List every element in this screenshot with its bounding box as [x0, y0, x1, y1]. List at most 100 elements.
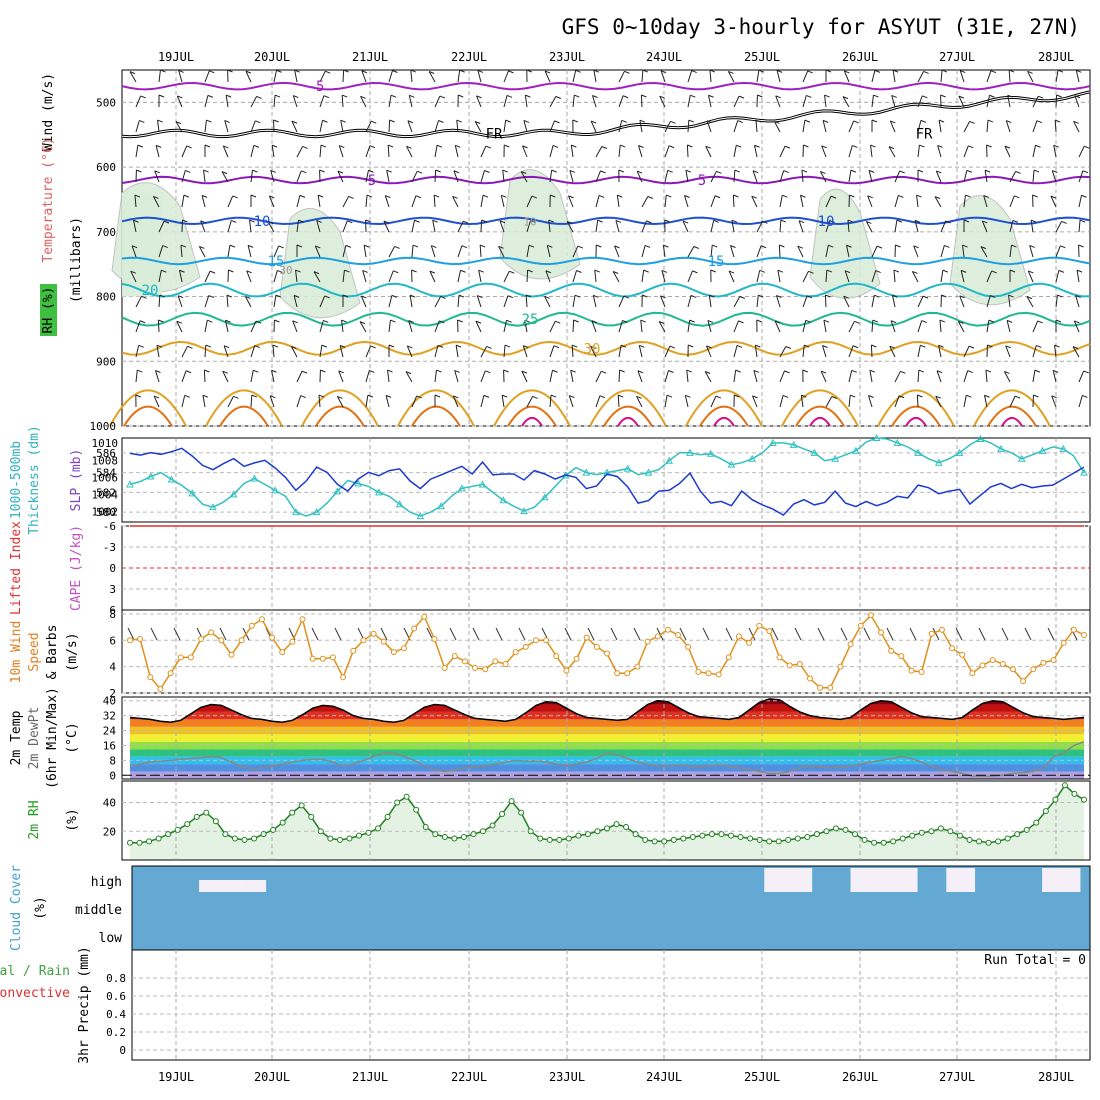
wind-barb-flag	[140, 95, 146, 99]
wind-barb-flag	[160, 69, 166, 73]
wind-barb	[524, 95, 528, 108]
wind-barb-flag	[323, 320, 329, 323]
wind-barb-flag	[647, 196, 654, 199]
wind-barb	[865, 221, 873, 233]
surface-wind-barb	[909, 627, 917, 641]
rh-point	[766, 838, 773, 845]
tick-label: 0.6	[106, 990, 126, 1003]
wind-barb	[779, 370, 785, 383]
wind-barb-flag	[755, 344, 761, 348]
wind-barb-flag	[636, 170, 643, 174]
wind-barb-flag	[734, 394, 740, 398]
wind-barb-flag	[874, 294, 880, 298]
wind-barb-flag	[347, 220, 353, 224]
tick-label: 586	[96, 447, 116, 460]
rh-point	[613, 821, 620, 828]
wind-speed-point	[938, 626, 945, 633]
wind-barb-flag	[620, 144, 626, 148]
tick-label: 582	[96, 486, 116, 499]
wind-barb	[296, 395, 302, 408]
date-label-bottom: 20JUL	[254, 1070, 290, 1084]
wind-barb-flag	[688, 344, 694, 348]
wind-speed-point	[654, 633, 661, 640]
wind-barb	[411, 395, 418, 408]
wind-barb-flag	[780, 219, 787, 223]
wind-barb-flag	[459, 69, 465, 73]
lifted-index-axis-label: Lifted Index	[9, 521, 24, 615]
wind-barb	[549, 370, 553, 383]
wind-barb	[660, 70, 666, 83]
thickness-point	[520, 507, 528, 515]
wind-barb-flag	[186, 145, 192, 149]
wind-barb	[733, 169, 736, 183]
surface-wind-barb	[1001, 627, 1009, 641]
wind-barb	[406, 146, 413, 158]
wind-barb	[341, 94, 344, 108]
rh-point	[623, 823, 630, 830]
wind-barb-flag	[225, 319, 231, 323]
wind-barb-flag	[135, 394, 141, 398]
wind-barb-flag	[482, 194, 489, 198]
wind-barb-flag	[593, 294, 599, 298]
wind-barb	[710, 171, 717, 183]
wind-barb-flag	[601, 370, 607, 374]
slp-line	[129, 447, 1085, 517]
wind-speed-point	[441, 664, 448, 671]
wind-barb-flag	[134, 194, 141, 198]
wind-barb-flag	[484, 170, 490, 173]
wind-barb	[843, 70, 850, 83]
wind-barb-flag	[226, 294, 233, 298]
isotherm-arch	[685, 389, 763, 427]
wind-barb	[917, 320, 923, 333]
wind-barb-flag	[659, 95, 665, 99]
wind-barb	[568, 195, 574, 208]
wind-barb	[384, 195, 390, 208]
wind-barb-flag	[912, 270, 918, 274]
wind-barb-flag	[708, 94, 714, 98]
wind-barb-flag	[569, 169, 576, 173]
wind-barb	[684, 195, 689, 208]
wind-barb	[959, 70, 965, 83]
wind-barb	[641, 69, 644, 83]
wind-barb-flag	[292, 320, 298, 324]
wind-barb-flag	[914, 219, 921, 223]
wind-barb-flag	[390, 319, 396, 323]
thickness-point	[333, 487, 342, 495]
wind-barb-flag	[155, 144, 162, 148]
wind-barb	[342, 270, 345, 283]
wind-barb	[756, 245, 762, 258]
wind-barb	[408, 95, 413, 108]
wind-speed-point	[776, 654, 783, 661]
tick-label: -6	[103, 520, 116, 533]
thickness-point	[997, 444, 1005, 452]
isotherm-line	[121, 282, 1091, 298]
wind-barb-flag	[1082, 395, 1088, 398]
thickness-unit-label: Thickness (dm)	[27, 425, 42, 535]
wind-barb	[365, 145, 371, 158]
wind-barb-flag	[161, 269, 167, 273]
wind-barb	[457, 220, 464, 233]
wind-barb-flag	[438, 120, 444, 123]
wind-barb	[1055, 245, 1061, 258]
wind-barb	[566, 221, 574, 233]
wind-barb-flag	[918, 369, 925, 373]
rh-point	[136, 839, 143, 846]
wind-barb-flag	[566, 221, 573, 224]
surface-wind-barb	[380, 627, 388, 641]
wind-barb	[411, 195, 417, 208]
wind-barb-flag	[1035, 144, 1041, 148]
wind-barb-flag	[751, 195, 757, 199]
wind-barb	[917, 369, 920, 383]
wind-barb	[338, 145, 344, 158]
wind-speed-point	[614, 670, 621, 677]
wind-barb	[960, 270, 965, 283]
wind-barb-flag	[525, 94, 531, 98]
isotherm-lines	[109, 81, 1091, 427]
wind-barb	[751, 195, 758, 208]
wind-barb	[434, 296, 442, 308]
wind-barb-flag	[180, 244, 187, 248]
wind-barb-flag	[1057, 69, 1064, 73]
wind-barb-flag	[156, 344, 163, 348]
wind-barb-flag	[850, 169, 857, 173]
wind-barb-flag	[1081, 194, 1087, 198]
